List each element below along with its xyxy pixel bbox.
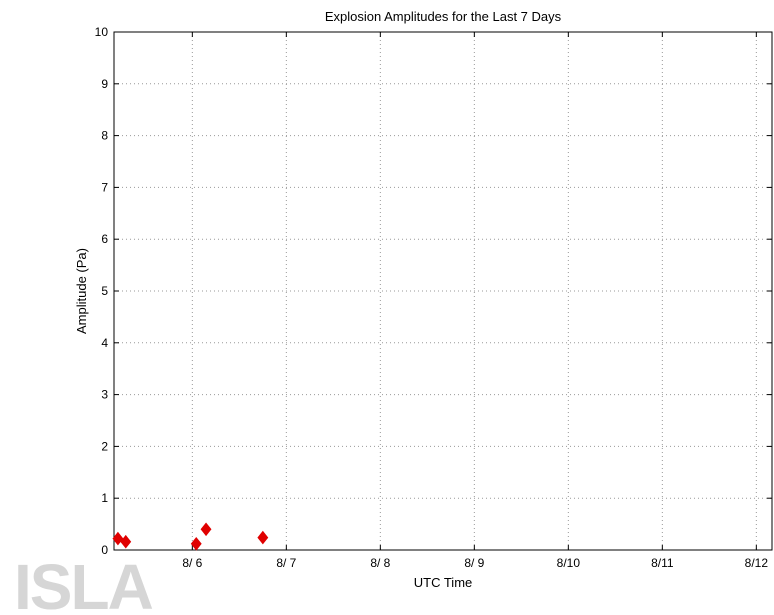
isla-watermark-logo: ISLA <box>14 551 153 615</box>
y-tick-label: 10 <box>95 25 109 39</box>
y-tick-label: 9 <box>101 77 108 91</box>
y-tick-label: 6 <box>101 232 108 246</box>
x-tick-label: 8/10 <box>557 556 581 570</box>
y-tick-label: 8 <box>101 129 108 143</box>
y-tick-label: 2 <box>101 439 108 453</box>
x-tick-label: 8/11 <box>651 556 674 570</box>
data-points <box>112 522 269 551</box>
data-point-diamond <box>190 536 202 551</box>
x-tick-label: 8/ 7 <box>276 556 296 570</box>
y-axis-tick-labels: 0 1 2 3 4 5 6 7 8 9 10 <box>95 25 109 557</box>
grid-lines <box>114 32 772 550</box>
axis-ticks <box>114 31 772 551</box>
data-point-diamond <box>120 534 132 549</box>
y-axis-label: Amplitude (Pa) <box>74 248 89 334</box>
x-axis-label: UTC Time <box>414 575 473 590</box>
y-tick-label: 0 <box>101 543 108 557</box>
x-tick-label: 8/12 <box>745 556 769 570</box>
y-tick-label: 7 <box>101 180 108 194</box>
data-point-diamond <box>112 531 124 546</box>
x-tick-label: 8/ 9 <box>464 556 484 570</box>
data-point-diamond <box>200 522 212 537</box>
y-tick-label: 1 <box>101 491 108 505</box>
y-tick-label: 5 <box>101 284 108 298</box>
data-point-diamond <box>257 530 269 545</box>
x-tick-label: 8/ 8 <box>370 556 390 570</box>
y-tick-label: 4 <box>101 336 108 350</box>
y-tick-label: 3 <box>101 388 108 402</box>
chart-title: Explosion Amplitudes for the Last 7 Days <box>325 9 562 24</box>
x-tick-label: 8/ 6 <box>182 556 202 570</box>
x-axis-tick-labels: 8/ 6 8/ 7 8/ 8 8/ 9 8/10 8/11 8/12 <box>182 556 768 570</box>
